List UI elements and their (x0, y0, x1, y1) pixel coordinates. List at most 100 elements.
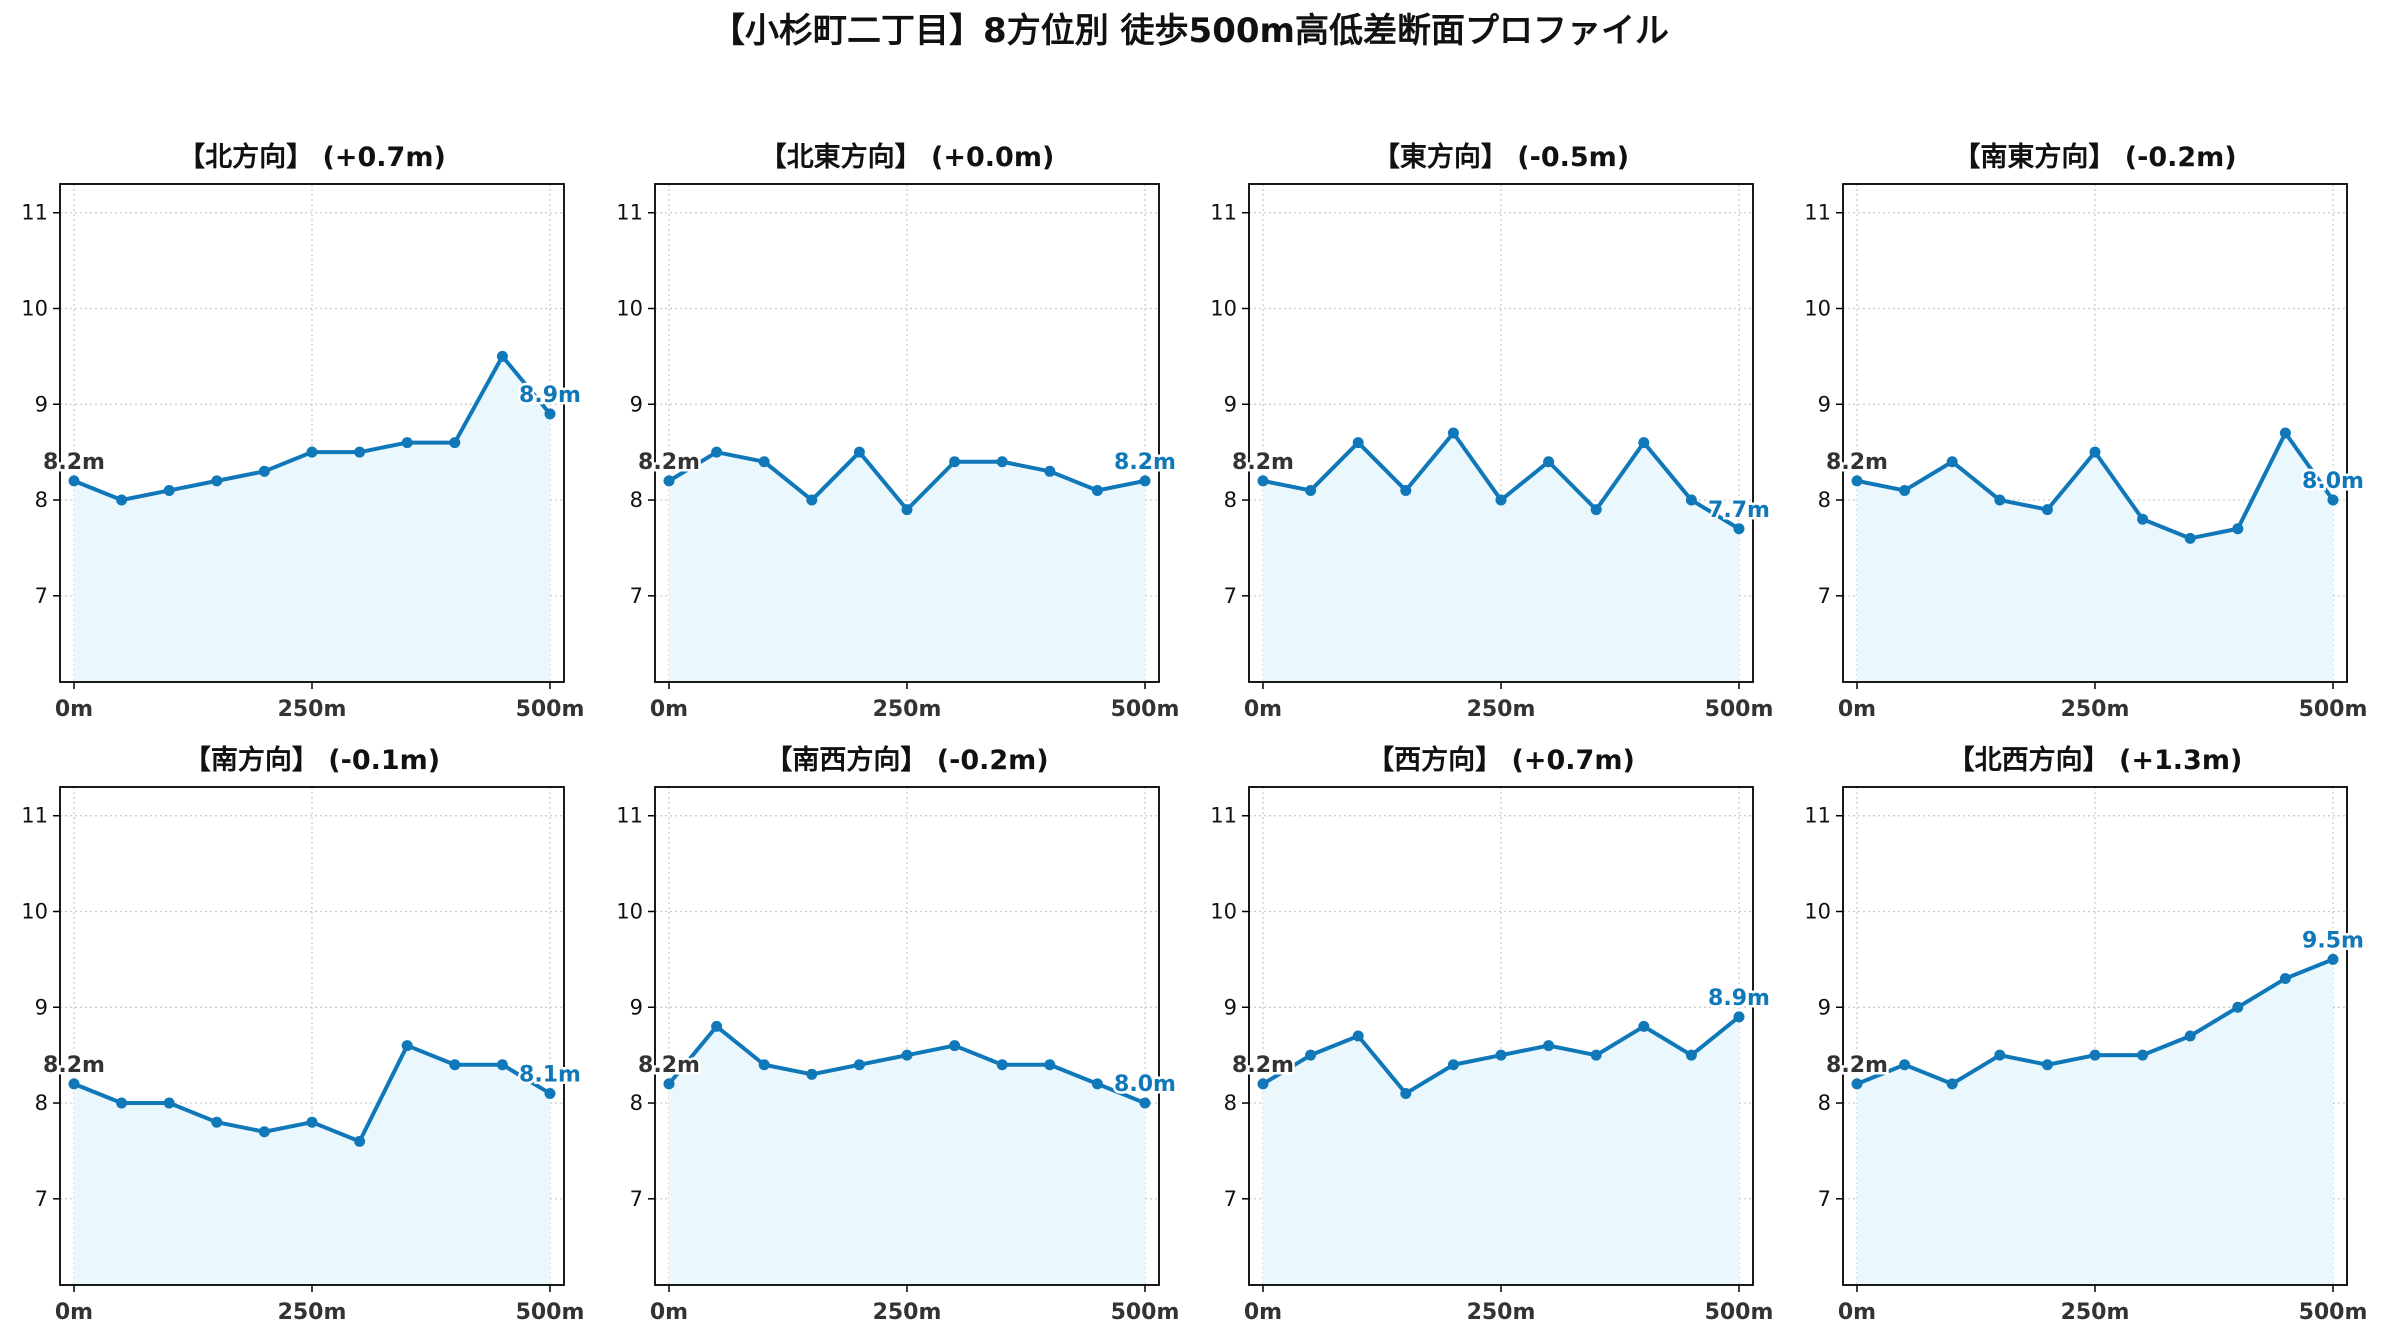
area-fill (1263, 1016, 1739, 1285)
start-elevation-label: 8.2m (1232, 1053, 1294, 1078)
subplot-3: 【東方向】 (-0.5m) 7 8 9 10 11 0m 250m 500m 8.2m 7.7m (1210, 141, 1773, 722)
data-point (806, 1068, 818, 1080)
subplot-title: 【北方向】 (+0.7m) (178, 141, 446, 173)
data-point (544, 1087, 556, 1099)
data-point (806, 494, 818, 506)
start-elevation-label: 8.2m (1232, 450, 1294, 475)
data-point (401, 1040, 413, 1052)
data-point (496, 350, 508, 362)
y-tick-label: 8 (1224, 1091, 1237, 1115)
x-tick-label: 500m (516, 1300, 585, 1325)
figure-title: 【小杉町二丁目】8方位別 徒歩500m高低差断面プロファイル (711, 11, 1669, 51)
data-point (1495, 1049, 1507, 1061)
data-point (901, 504, 913, 516)
start-elevation-label: 8.2m (638, 1053, 700, 1078)
y-tick-label: 7 (35, 584, 48, 608)
subplot-8: 【北西方向】 (+1.3m) 7 8 9 10 11 0m 250m 500m 8.2m 9.5m (1804, 744, 2367, 1325)
y-tick-label: 7 (630, 584, 643, 608)
data-point (2232, 1001, 2244, 1013)
subplot-title: 【東方向】 (-0.5m) (1373, 141, 1629, 173)
data-point (1543, 1040, 1555, 1052)
data-point (758, 456, 770, 468)
data-point (1685, 494, 1697, 506)
data-point (1899, 484, 1911, 496)
data-point (1733, 1011, 1745, 1023)
data-point (211, 1116, 223, 1128)
subplot-6: 【南西方向】 (-0.2m) 7 8 9 10 11 0m 250m 500m 8.2m 8.0m (616, 744, 1179, 1325)
data-point (354, 1135, 366, 1147)
start-elevation-label: 8.2m (43, 450, 105, 475)
data-point (1091, 1078, 1103, 1090)
x-tick-label: 0m (1244, 1300, 1282, 1325)
data-point (211, 475, 223, 487)
y-tick-label: 8 (35, 1091, 48, 1115)
x-tick-label: 250m (278, 697, 347, 722)
data-point (1447, 1059, 1459, 1071)
x-tick-label: 0m (1244, 697, 1282, 722)
data-point (949, 1040, 961, 1052)
data-point (1305, 484, 1317, 496)
data-point (2041, 1059, 2053, 1071)
y-tick-label: 10 (1804, 900, 1831, 924)
data-point (1733, 523, 1745, 535)
y-tick-label: 10 (616, 900, 643, 924)
data-point (2327, 494, 2339, 506)
data-point (68, 1078, 80, 1090)
data-point (1851, 1078, 1863, 1090)
end-elevation-label: 8.9m (1708, 986, 1770, 1011)
data-point (449, 437, 461, 449)
data-point (1495, 494, 1507, 506)
area-fill (1857, 433, 2333, 682)
y-tick-label: 11 (1210, 804, 1237, 828)
data-point (2089, 1049, 2101, 1061)
y-tick-label: 7 (1224, 1187, 1237, 1211)
y-tick-label: 8 (1224, 488, 1237, 512)
data-point (401, 437, 413, 449)
data-point (163, 484, 175, 496)
y-tick-label: 9 (630, 995, 643, 1019)
x-tick-label: 0m (650, 697, 688, 722)
data-point (1091, 484, 1103, 496)
data-point (1851, 475, 1863, 487)
y-tick-label: 11 (616, 201, 643, 225)
data-point (1257, 1078, 1269, 1090)
data-point (1044, 465, 1056, 477)
data-point (2137, 513, 2149, 525)
end-elevation-label: 8.2m (1114, 450, 1176, 475)
data-point (544, 408, 556, 420)
data-point (1899, 1059, 1911, 1071)
y-tick-label: 9 (1224, 995, 1237, 1019)
data-point (1305, 1049, 1317, 1061)
data-point (496, 1059, 508, 1071)
data-point (1139, 1097, 1151, 1109)
x-tick-label: 500m (1111, 697, 1180, 722)
start-elevation-label: 8.2m (43, 1053, 105, 1078)
data-point (949, 456, 961, 468)
x-tick-label: 250m (1467, 1300, 1536, 1325)
y-tick-label: 7 (35, 1187, 48, 1211)
data-point (1946, 1078, 1958, 1090)
y-tick-label: 9 (630, 392, 643, 416)
data-point (853, 1059, 865, 1071)
data-point (1400, 484, 1412, 496)
data-point (2327, 953, 2339, 965)
area-fill (1263, 433, 1739, 682)
data-point (1543, 456, 1555, 468)
data-point (1447, 427, 1459, 439)
x-tick-label: 0m (650, 1300, 688, 1325)
data-point (68, 475, 80, 487)
data-point (449, 1059, 461, 1071)
x-tick-label: 250m (278, 1300, 347, 1325)
x-tick-label: 500m (516, 697, 585, 722)
subplot-4: 【南東方向】 (-0.2m) 7 8 9 10 11 0m 250m 500m 8.2m 8.0m (1804, 141, 2367, 722)
data-point (2232, 523, 2244, 535)
data-point (1352, 437, 1364, 449)
x-tick-label: 500m (1705, 697, 1774, 722)
subplot-1: 【北方向】 (+0.7m) 7 8 9 10 11 0m 250m 500m 8.2m 8.9m (21, 141, 584, 722)
y-tick-label: 9 (1224, 392, 1237, 416)
x-tick-label: 500m (2299, 697, 2368, 722)
data-point (306, 1116, 318, 1128)
x-tick-label: 250m (873, 1300, 942, 1325)
x-tick-label: 0m (55, 697, 93, 722)
data-point (1400, 1087, 1412, 1099)
